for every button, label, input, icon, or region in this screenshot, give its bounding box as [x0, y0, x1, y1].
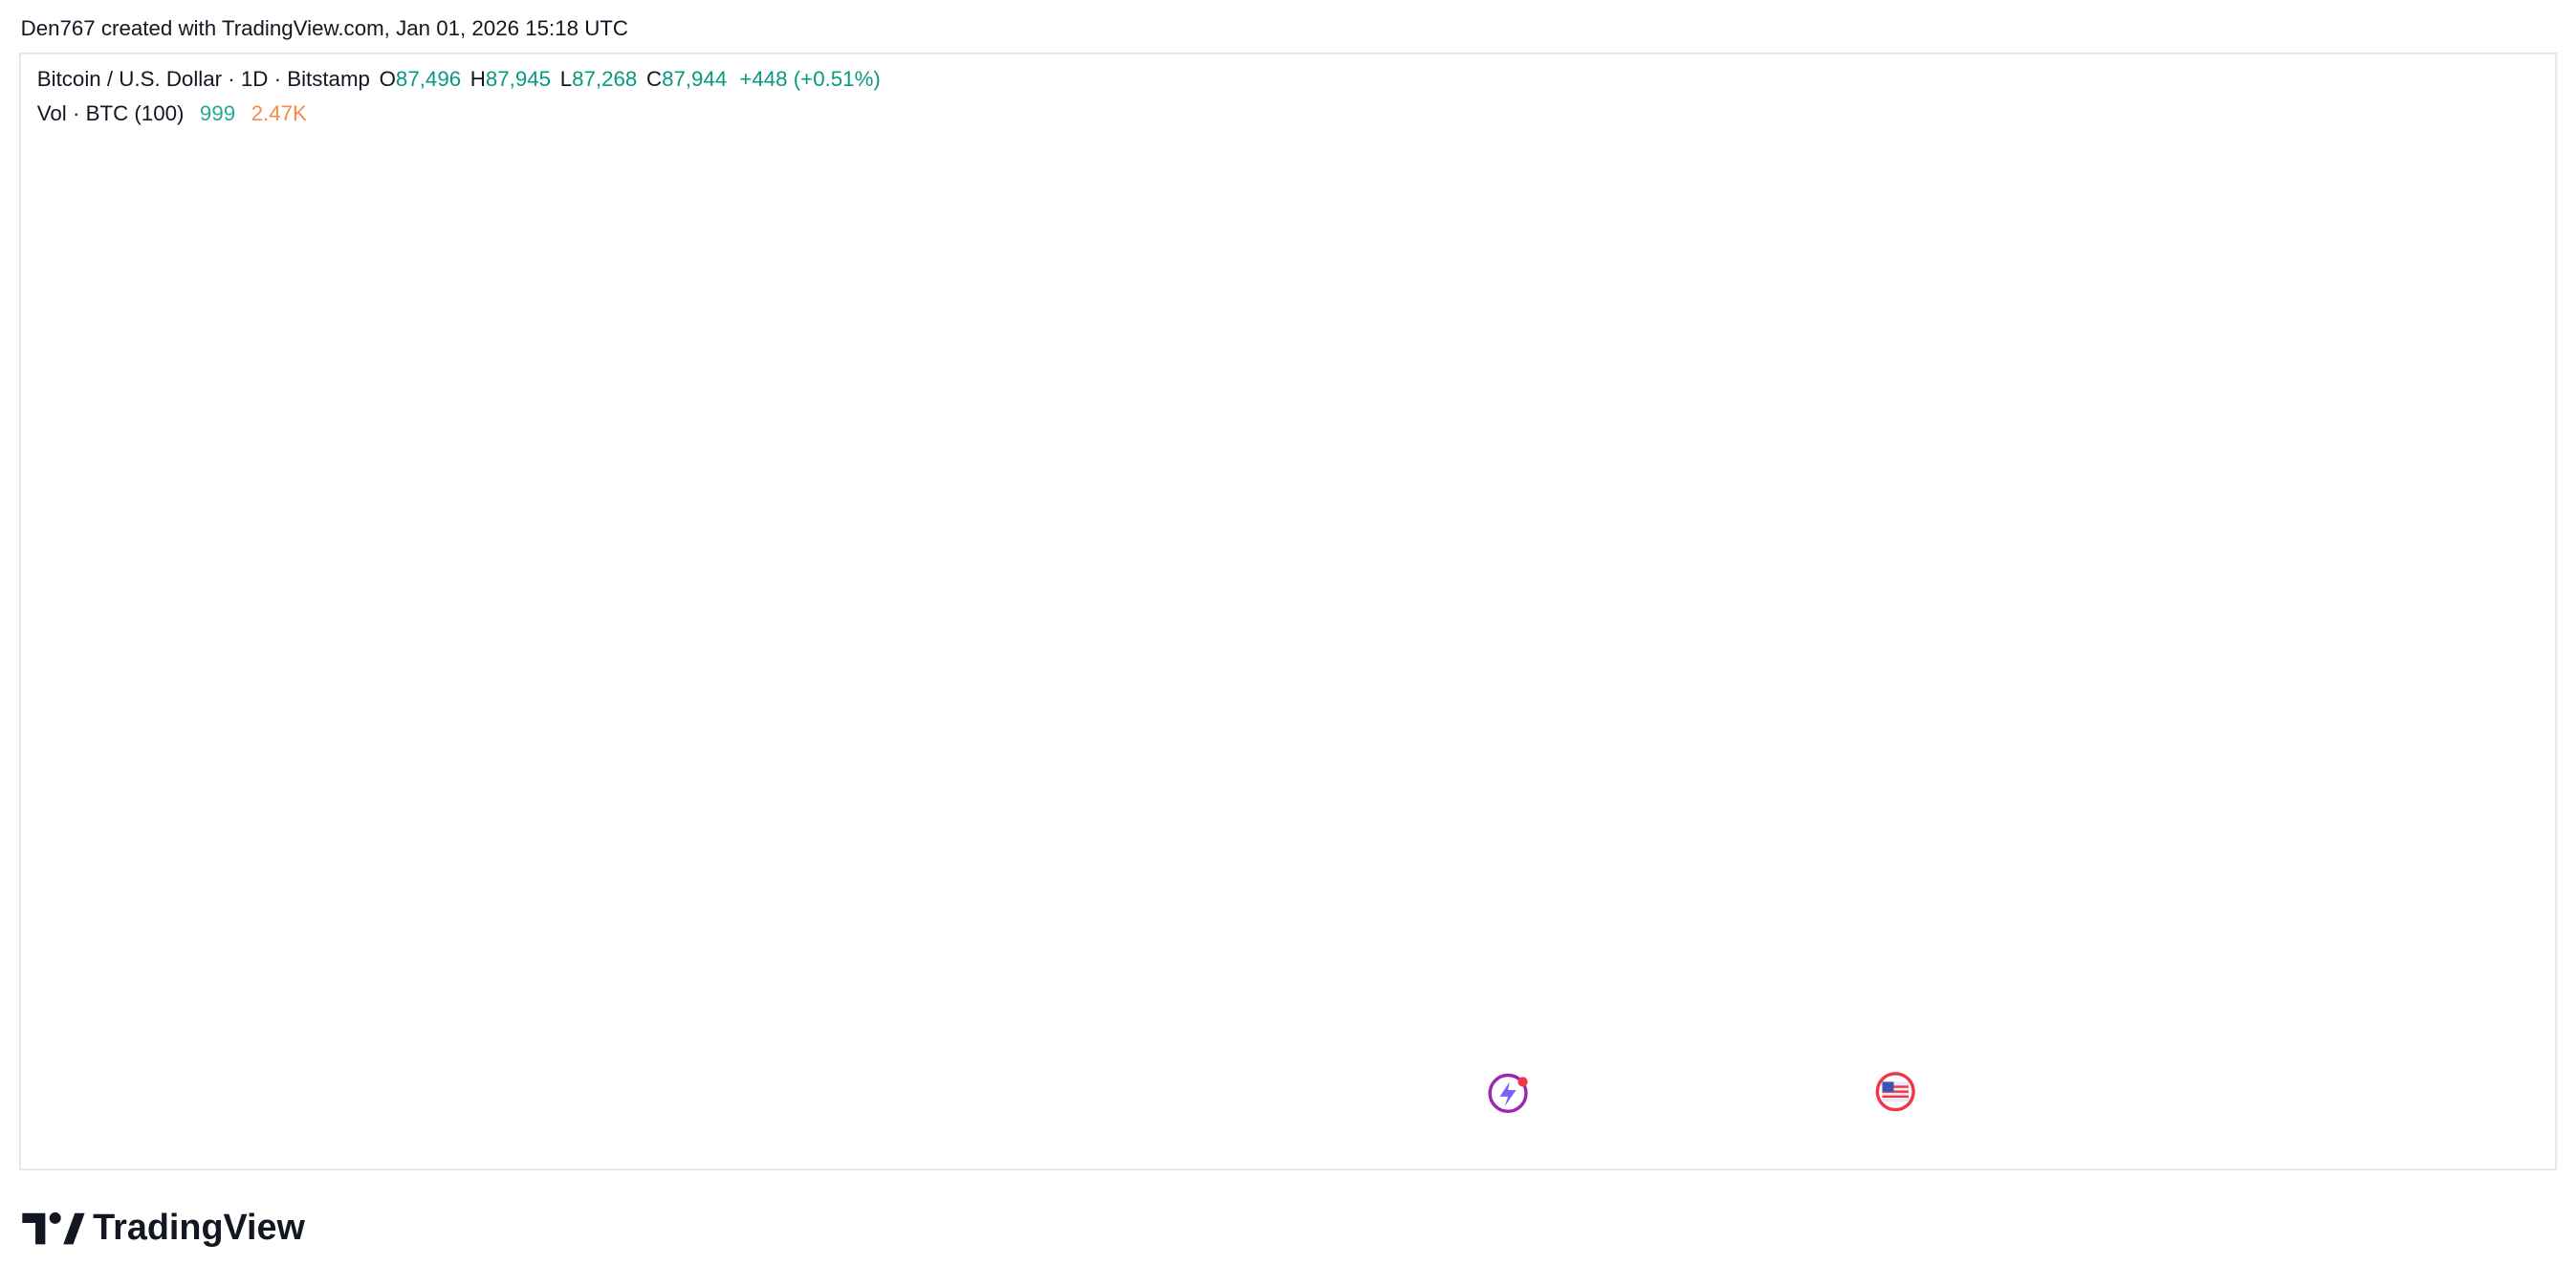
legend-key: O [380, 67, 396, 91]
brand: TradingView [93, 1208, 305, 1248]
legend-value: 87,496 [396, 67, 461, 91]
credit: Den767 created with TradingView.com, Jan… [21, 16, 628, 40]
legend-symbol: Bitcoin / U.S. Dollar · 1D · Bitstamp [37, 67, 370, 91]
legend-main: Bitcoin / U.S. Dollar · 1D · Bitstamp O8… [37, 67, 881, 91]
legend-volume-ma: 2.47K [251, 101, 307, 125]
legend-key: C [646, 67, 662, 91]
legend-key: L [560, 67, 572, 91]
legend-volume: Vol · BTC (100) 999 2.47K [37, 101, 307, 125]
legend-key: H [470, 67, 486, 91]
legend-value: 87,945 [486, 67, 551, 91]
legend-change: +448 (+0.51%) [739, 67, 881, 91]
frame [18, 52, 2558, 1171]
economic-event-icon[interactable] [1875, 1072, 1915, 1112]
brand-logo [22, 1211, 85, 1245]
legend-volume-title: Vol · BTC (100) [37, 101, 185, 125]
legend-value: 87,944 [662, 67, 727, 91]
legend-volume-last: 999 [200, 101, 235, 125]
legend-value: 87,268 [572, 67, 637, 91]
event-icon[interactable] [1488, 1073, 1528, 1114]
